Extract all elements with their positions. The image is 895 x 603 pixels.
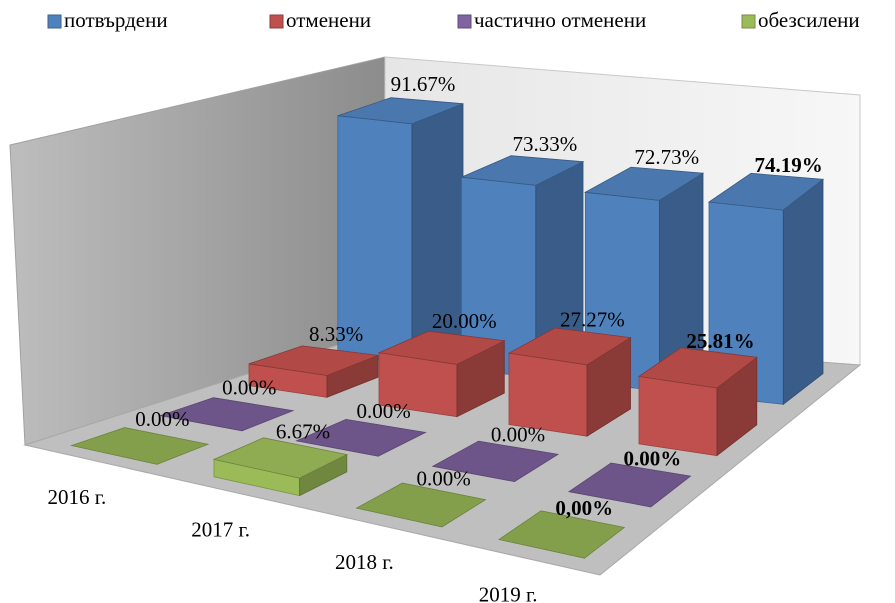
bar-top [70, 427, 210, 465]
data-label: 20.00% [432, 309, 497, 333]
data-label: 6.67% [276, 419, 330, 443]
legend-swatch [269, 14, 284, 29]
bar [431, 440, 560, 483]
data-label: 25.81% [686, 329, 754, 353]
bar-top [459, 155, 585, 186]
bar-side [782, 178, 824, 406]
bar-top [295, 418, 427, 457]
bar-top [507, 327, 632, 366]
bar [637, 347, 758, 457]
legend-item: обезсилени [741, 8, 860, 32]
bar [158, 397, 295, 432]
x-tick-label: 2017 г. [191, 518, 250, 542]
data-label: 0,00% [555, 496, 613, 520]
data-label: 91.67% [391, 72, 456, 96]
legend-label: отменени [286, 8, 371, 32]
bar [377, 330, 506, 418]
data-label: 73.33% [512, 132, 577, 156]
x-tick-label: 2016 г. [48, 485, 107, 509]
legend-swatch [47, 14, 62, 29]
bar-top [583, 166, 705, 201]
legend-label: обезсилени [758, 8, 860, 32]
bar [459, 155, 585, 378]
bar-top [377, 330, 506, 365]
bar-front [638, 375, 718, 457]
bar [507, 327, 632, 437]
data-label: 0.00% [135, 407, 189, 431]
bar-top [212, 437, 349, 479]
bar-top [637, 347, 758, 389]
bar [212, 437, 349, 497]
data-label: 0.00% [491, 423, 545, 447]
data-label: 27.27% [560, 308, 625, 332]
bar-top [158, 397, 295, 432]
legend-item: потвърдени [47, 8, 168, 32]
bar-top [707, 172, 825, 211]
data-label: 0.00% [356, 399, 410, 423]
bar-top [567, 462, 692, 508]
bar [567, 462, 692, 508]
bar-top [498, 510, 626, 559]
legend-swatch [741, 14, 756, 29]
bar [248, 345, 379, 398]
bar-top [431, 440, 560, 483]
data-label: 74.19% [754, 153, 822, 177]
data-label: 72.73% [634, 145, 699, 169]
bar-top [355, 482, 487, 528]
bar [295, 418, 427, 457]
data-label: 0.00% [623, 446, 681, 470]
x-tick-label: 2018 г. [335, 550, 394, 574]
bar [355, 482, 487, 528]
data-label: 0.00% [222, 375, 276, 399]
legend-label: потвърдени [64, 8, 168, 32]
bar-top [337, 97, 464, 125]
data-label: 0.00% [416, 466, 470, 490]
bar [70, 427, 210, 465]
data-label: 8.33% [309, 322, 363, 346]
bar-top [248, 345, 379, 376]
legend-label: частично отменени [474, 8, 646, 32]
legend-item: отменени [269, 8, 371, 32]
bar [337, 97, 464, 365]
legend-swatch [457, 14, 472, 29]
x-tick-label: 2019 г. [479, 583, 538, 603]
legend-item: частично отменени [457, 8, 646, 32]
bar [498, 510, 626, 559]
